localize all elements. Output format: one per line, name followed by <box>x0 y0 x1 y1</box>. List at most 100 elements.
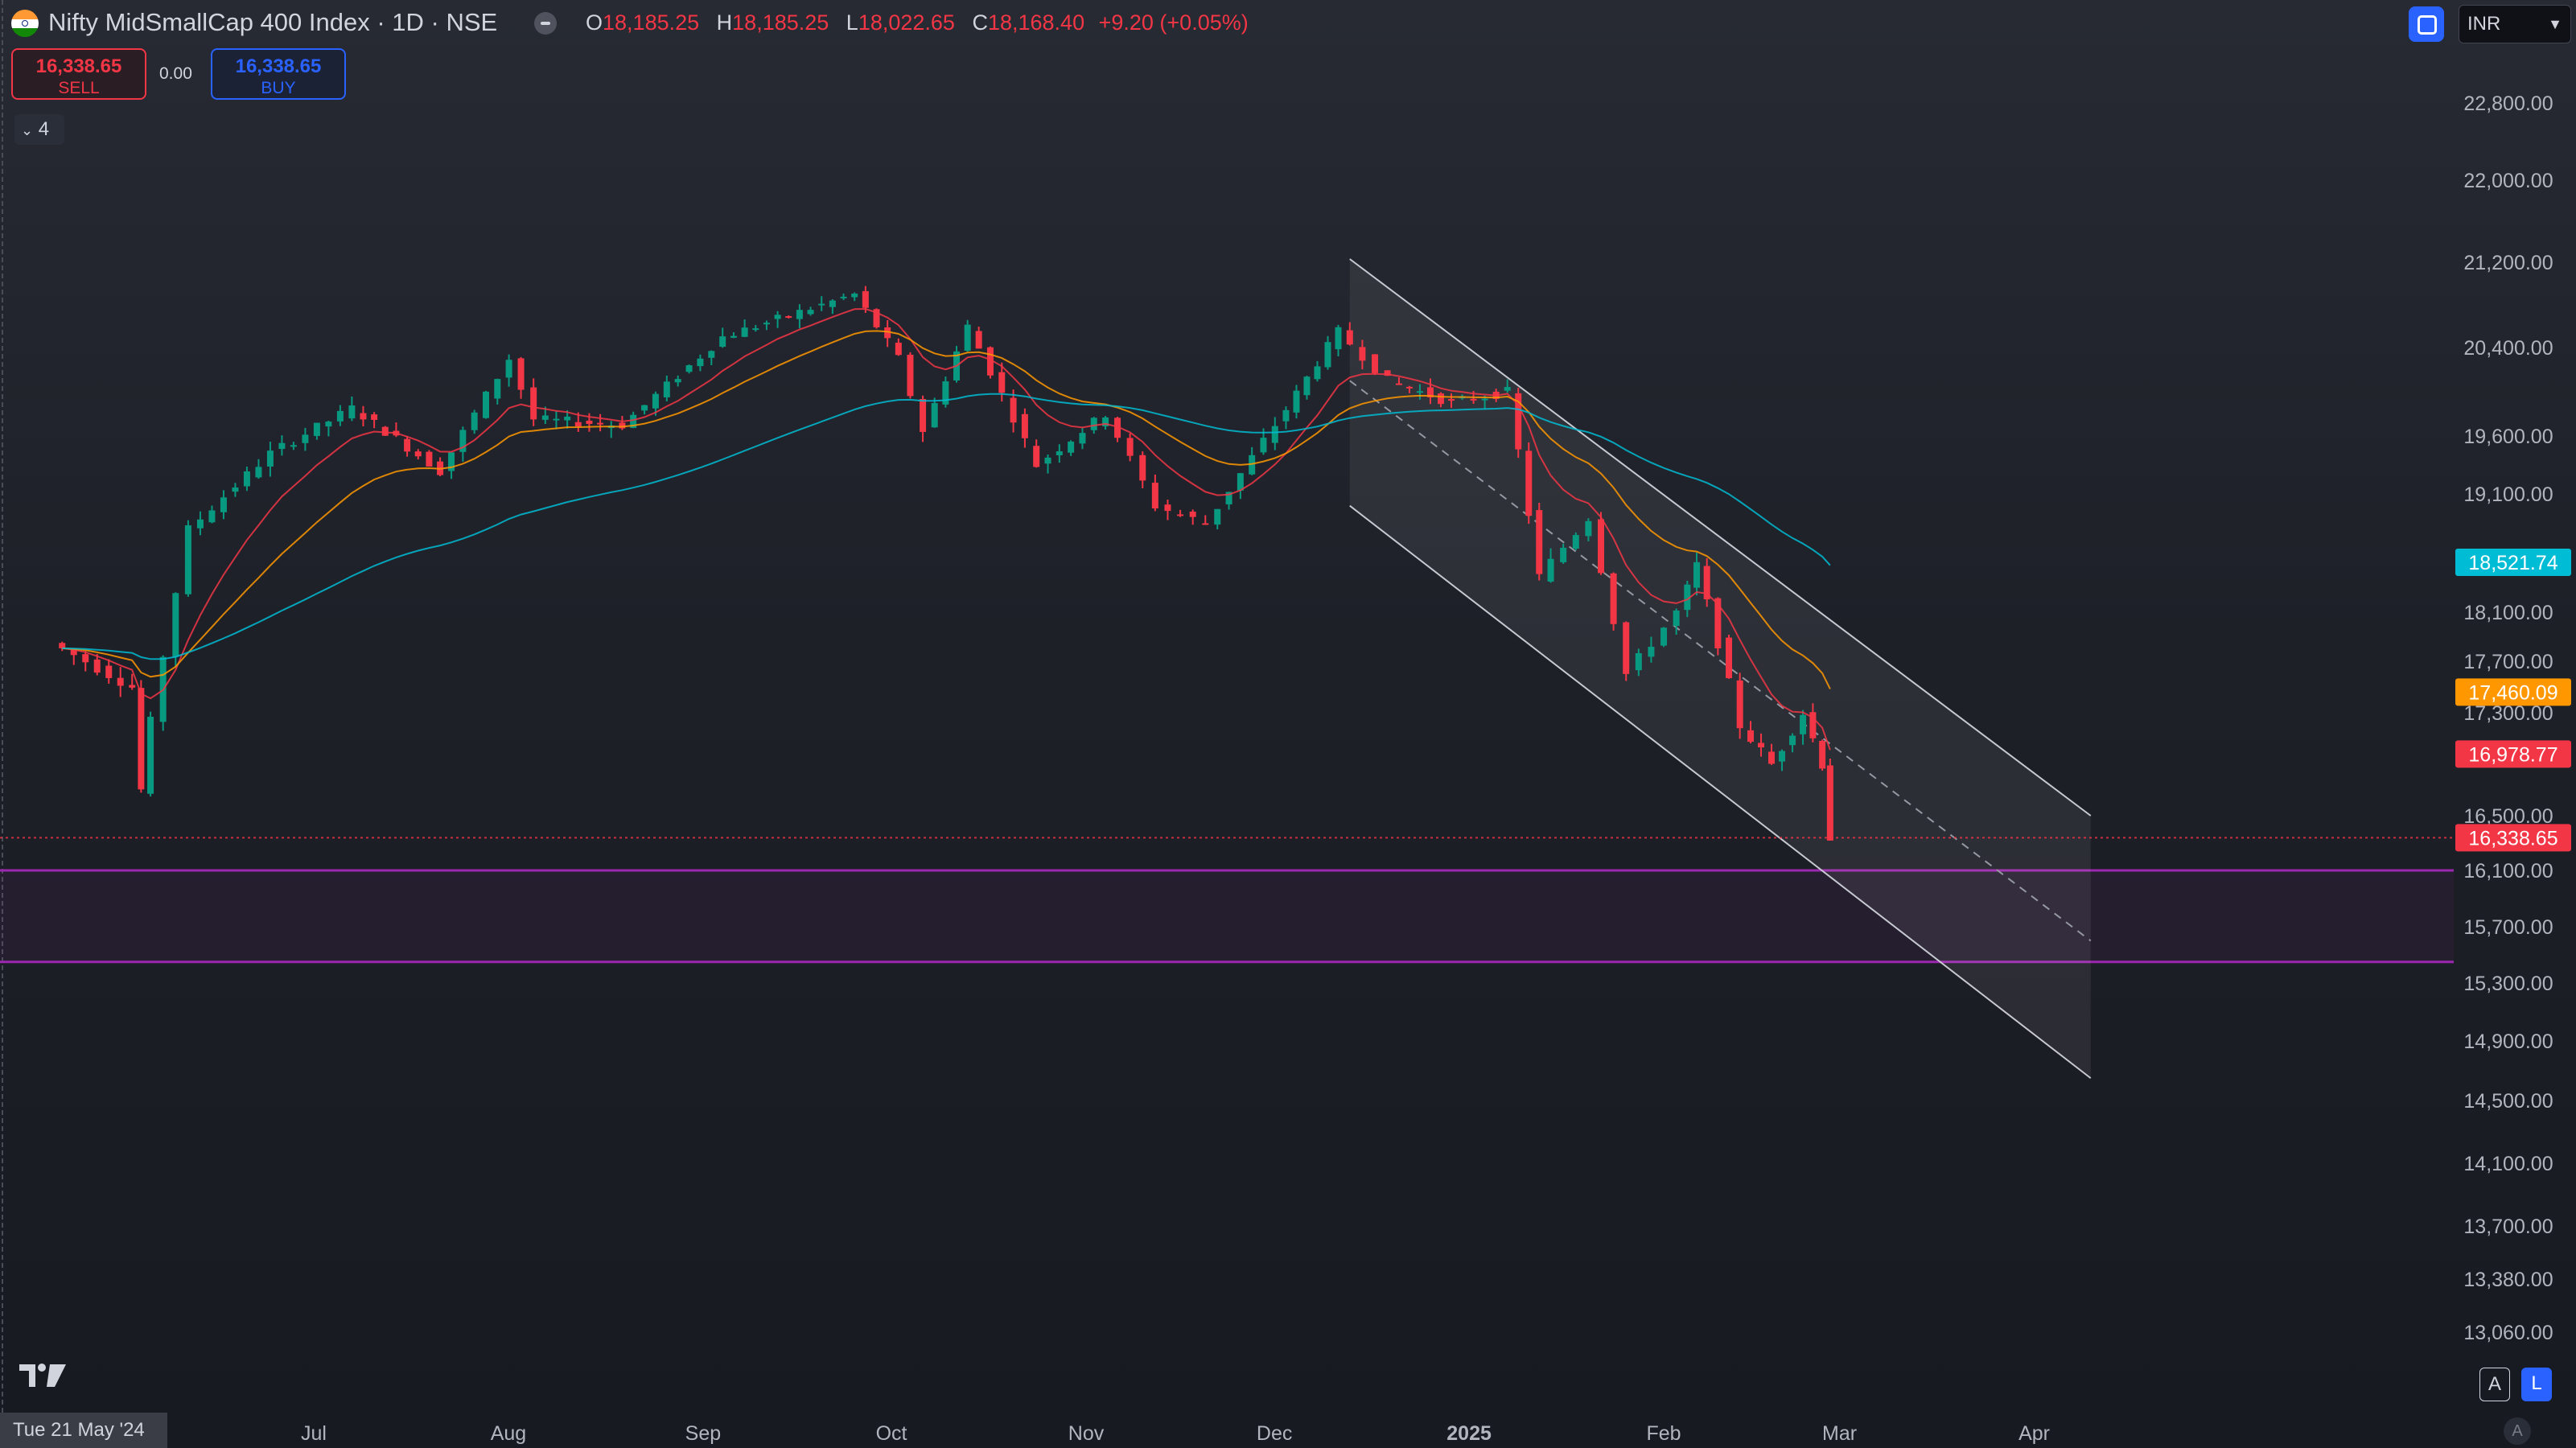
ema-slow-line <box>62 393 1831 660</box>
ma-value-badge-text: 18,521.74 <box>2468 552 2557 574</box>
low-label: L <box>846 10 858 35</box>
candle-body <box>1758 743 1765 748</box>
price-axis-tick: 14,500.00 <box>2463 1090 2553 1113</box>
price-axis-tick: 17,700.00 <box>2463 651 2553 673</box>
crosshair-date-label: Tue 21 May '24 <box>0 1413 167 1448</box>
candle-body <box>1225 492 1232 504</box>
candle-body <box>105 665 113 678</box>
candle-body <box>652 393 659 409</box>
candle-body <box>1271 426 1278 443</box>
sell-label: SELL <box>58 79 100 97</box>
price-axis-tick: 16,500.00 <box>2463 805 2553 828</box>
candle-body <box>1623 622 1630 674</box>
chevron-down-icon: ⌄ <box>21 122 34 138</box>
price-axis-tick: 19,600.00 <box>2463 426 2553 448</box>
candle-body <box>574 422 582 427</box>
candle-body <box>129 685 136 688</box>
candle-body <box>1139 455 1146 481</box>
high-value: 18,185.25 <box>732 10 829 35</box>
candle-body <box>530 387 537 420</box>
price-axis-tick: 16,100.00 <box>2463 860 2553 882</box>
candle-body <box>1010 397 1017 423</box>
candle-body <box>70 649 77 656</box>
price-axis-tick: 14,900.00 <box>2463 1030 2553 1053</box>
candle-body <box>1416 391 1423 393</box>
candle-body <box>426 451 433 467</box>
symbol-title[interactable]: Nifty MidSmallCap 400 Index · 1D · NSE <box>48 8 498 36</box>
candle-body <box>1395 383 1402 385</box>
sync-icon[interactable] <box>2409 6 2444 42</box>
candle-body <box>975 331 982 349</box>
candle-body <box>255 467 262 478</box>
candle-body <box>1504 387 1511 391</box>
candle-body <box>1303 376 1311 396</box>
candle-body <box>1547 558 1554 582</box>
ma-value-badge <box>2455 740 2571 768</box>
candle-body <box>1202 523 1209 525</box>
candle-body <box>196 519 204 529</box>
price-axis-tick: 13,060.00 <box>2463 1322 2553 1344</box>
indicators-toggle[interactable]: ⌄ 4 <box>14 114 64 145</box>
candle-body <box>1747 730 1755 743</box>
candle-body <box>851 293 858 298</box>
candle-body <box>360 413 367 420</box>
candle-body <box>1426 387 1434 398</box>
candle-body <box>1819 740 1826 769</box>
open-value: 18,185.25 <box>603 10 700 35</box>
regression-channel-lower <box>1349 504 2092 1080</box>
candle-body <box>290 445 297 447</box>
log-scale-button[interactable]: L <box>2521 1368 2552 1401</box>
candle-body <box>807 310 814 315</box>
candle-body <box>1151 483 1158 508</box>
candle-body <box>1126 438 1134 456</box>
ma-value-badge <box>2455 549 2571 577</box>
candle-body <box>818 303 825 306</box>
candle-body <box>325 422 332 427</box>
time-axis-tick: Jul <box>301 1422 327 1445</box>
candle-body <box>93 659 101 673</box>
candle-body <box>243 471 250 487</box>
candle-body <box>336 410 344 422</box>
candle-body <box>1056 451 1063 455</box>
candle-body <box>1405 386 1413 389</box>
candle-body <box>1346 330 1353 345</box>
candle-body <box>1447 399 1455 401</box>
currency-select[interactable]: INR ▼ <box>2459 5 2571 43</box>
candle-body <box>895 342 902 356</box>
candle-body <box>674 379 681 383</box>
candle-body <box>448 452 455 471</box>
buy-button[interactable]: 16,338.65 BUY <box>211 48 346 100</box>
candle-body <box>1021 413 1028 438</box>
collapse-legend-icon[interactable] <box>534 12 557 35</box>
price-axis-tick: 13,700.00 <box>2463 1216 2553 1238</box>
candle-body <box>741 327 748 337</box>
candle-body <box>840 296 847 298</box>
candle-body <box>208 510 216 523</box>
time-axis-tick: Apr <box>2018 1422 2050 1445</box>
currency-value: INR <box>2467 13 2501 35</box>
candle-body <box>1114 418 1121 438</box>
auto-scale-button[interactable]: A <box>2479 1368 2510 1401</box>
candle-body <box>517 358 525 390</box>
candle-body <box>1525 450 1533 516</box>
candle-body <box>266 450 274 467</box>
candle-body <box>763 323 770 325</box>
candle-body <box>1044 457 1051 464</box>
price-axis-tick: 18,100.00 <box>2463 602 2553 624</box>
auto-fit-button[interactable]: A <box>2504 1417 2531 1445</box>
candle-body <box>1610 573 1617 624</box>
candle-body <box>348 405 356 419</box>
price-axis-tick: 21,200.00 <box>2463 252 2553 274</box>
price-axis-tick: 17,300.00 <box>2463 702 2553 725</box>
candle-body <box>920 398 927 432</box>
left-dashed-border <box>2 0 3 1413</box>
sell-price: 16,338.65 <box>35 56 122 77</box>
candle-body <box>1714 598 1722 648</box>
candle-body <box>1779 751 1786 762</box>
candle-body <box>619 422 626 429</box>
sell-button[interactable]: 16,338.65 SELL <box>11 48 146 100</box>
india-flag-icon <box>11 10 39 37</box>
candle-body <box>719 336 726 348</box>
candle-body <box>1726 637 1733 679</box>
